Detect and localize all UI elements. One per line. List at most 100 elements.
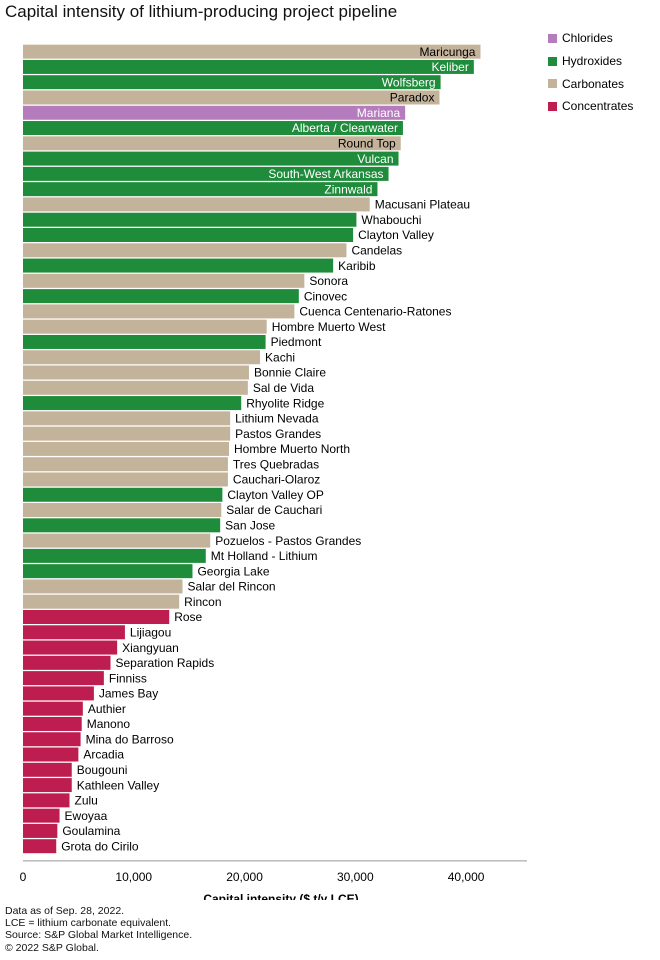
- footnote-source: Source: S&P Global Market Intelligence.: [5, 929, 193, 942]
- bar-authier: [23, 701, 83, 716]
- bar-label-salar-de-cauchari: Salar de Cauchari: [226, 503, 322, 517]
- bar-pozuelos-pastos-grandes: [23, 533, 211, 548]
- footnote-date: Data as of Sep. 28, 2022.: [5, 905, 125, 917]
- bar-clayton-valley-op: [23, 487, 223, 502]
- bar-kathleen-valley: [23, 778, 72, 793]
- bar-bonnie-claire: [23, 365, 249, 380]
- bar-label-keliber: Keliber: [431, 60, 468, 74]
- bar-sal-de-vida: [23, 380, 248, 395]
- bar-label-clayton-valley-op: Clayton Valley OP: [227, 488, 324, 502]
- bar-james-bay: [23, 686, 94, 701]
- bar-label-xiangyuan: Xiangyuan: [122, 641, 179, 655]
- legend-swatch-hydroxides: [548, 56, 557, 66]
- legend-item-carbonates: Carbonates: [548, 72, 633, 95]
- footnote-lce: LCE = lithium carbonate equivalent.: [5, 917, 172, 930]
- bar-salar-de-cauchari: [23, 503, 222, 518]
- bar-georgia-lake: [23, 564, 193, 579]
- bar-label-zulu: Zulu: [75, 794, 98, 808]
- bar-label-mariana: Mariana: [357, 106, 401, 120]
- bar-label-south-west-arkansas: South-West Arkansas: [268, 167, 383, 181]
- bar-round-top: [23, 136, 401, 151]
- bar-label-separation-rapids: Separation Rapids: [116, 656, 215, 670]
- bar-label-pastos-grandes: Pastos Grandes: [235, 427, 321, 441]
- bar-pastos-grandes: [23, 426, 231, 441]
- bar-label-salar-del-rincon: Salar del Rincon: [188, 580, 276, 594]
- bar-label-georgia-lake: Georgia Lake: [197, 564, 269, 578]
- bar-sonora: [23, 273, 305, 288]
- bar-cuenca-centenario-ratones: [23, 304, 295, 319]
- bar-label-cauchari-olaroz: Cauchari-Olaroz: [233, 473, 320, 487]
- bar-rhyolite-ridge: [23, 396, 242, 411]
- bar-label-maricunga: Maricunga: [419, 45, 475, 59]
- legend-label-hydroxides: Hydroxides: [562, 54, 623, 69]
- bar-label-piedmont: Piedmont: [271, 335, 322, 349]
- bar-lijiagou: [23, 625, 125, 640]
- bar-mariana: [23, 105, 406, 120]
- bar-label-kachi: Kachi: [265, 350, 295, 364]
- legend-item-chlorides: Chlorides: [548, 27, 633, 50]
- bar-label-finniss: Finniss: [109, 671, 147, 685]
- bar-manono: [23, 716, 82, 731]
- legend-label-concentrates: Concentrates: [562, 99, 634, 114]
- bar-zinnwald: [23, 182, 378, 197]
- chart-title: Capital intensity of lithium-producing p…: [5, 2, 398, 21]
- bar-label-kathleen-valley: Kathleen Valley: [77, 778, 159, 792]
- bar-label-rose: Rose: [174, 610, 202, 624]
- bar-label-authier: Authier: [88, 702, 126, 716]
- bar-label-bougouni: Bougouni: [77, 763, 128, 777]
- bar-label-whabouchi: Whabouchi: [361, 213, 421, 227]
- bar-lithium-nevada: [23, 411, 231, 426]
- bar-kachi: [23, 350, 261, 365]
- x-tick-label-3: 30,000: [337, 870, 374, 884]
- bar-label-macusani-plateau: Macusani Plateau: [375, 198, 470, 212]
- bar-clayton-valley: [23, 228, 354, 242]
- bar-label-sal-de-vida: Sal de Vida: [253, 381, 314, 395]
- bar-xiangyuan: [23, 640, 118, 655]
- bar-zulu: [23, 793, 70, 808]
- bar-cauchari-olaroz: [23, 472, 228, 487]
- bar-label-bonnie-claire: Bonnie Claire: [254, 366, 326, 380]
- legend-item-concentrates: Concentrates: [548, 95, 633, 118]
- bar-bougouni: [23, 762, 72, 777]
- bar-label-mina-do-barroso: Mina do Barroso: [86, 732, 174, 746]
- bar-label-cinovec: Cinovec: [304, 289, 347, 303]
- bar-label-tres-quebradas: Tres Quebradas: [233, 457, 319, 471]
- bar-arcadia: [23, 747, 79, 762]
- bar-karibib: [23, 258, 334, 273]
- bar-san-jose: [23, 518, 221, 533]
- bar-label-paradox: Paradox: [390, 91, 435, 105]
- footnote-copyright: © 2022 S&P Global.: [5, 941, 99, 954]
- bar-hombre-muerto-west: [23, 319, 267, 334]
- bar-label-rincon: Rincon: [184, 595, 221, 609]
- x-tick-label-0: 0: [20, 870, 27, 884]
- bar-candelas: [23, 243, 347, 258]
- bar-finniss: [23, 671, 104, 686]
- bar-label-sonora: Sonora: [309, 274, 348, 288]
- bar-salar-del-rincon: [23, 579, 183, 594]
- bar-label-lithium-nevada: Lithium Nevada: [235, 412, 319, 426]
- legend-label-chlorides: Chlorides: [562, 31, 613, 46]
- x-axis-title: Capital intensity ($ t/y LCE): [203, 892, 358, 900]
- bar-label-karibib: Karibib: [338, 259, 376, 273]
- bar-rose: [23, 610, 170, 624]
- bar-label-hombre-muerto-north: Hombre Muerto North: [234, 442, 350, 456]
- bar-label-vulcan: Vulcan: [357, 152, 393, 166]
- bar-label-clayton-valley: Clayton Valley: [358, 228, 434, 242]
- x-tick-label-4: 40,000: [448, 870, 485, 884]
- bar-label-lijiagou: Lijiagou: [130, 625, 171, 639]
- bar-rincon: [23, 594, 180, 609]
- bar-label-wolfsberg: Wolfsberg: [382, 75, 436, 89]
- bar-keliber: [23, 59, 474, 74]
- bar-label-ewoyaa: Ewoyaa: [65, 809, 108, 823]
- bar-mt-holland-lithium: [23, 548, 206, 563]
- bar-macusani-plateau: [23, 197, 370, 212]
- bar-label-mt-holland-lithium: Mt Holland - Lithium: [211, 549, 318, 563]
- bar-label-manono: Manono: [87, 717, 131, 731]
- bar-goulamina: [23, 823, 58, 838]
- bar-maricunga: [23, 44, 481, 59]
- legend-item-hydroxides: Hydroxides: [548, 50, 633, 73]
- x-tick-label-1: 10,000: [115, 870, 152, 884]
- bar-label-james-bay: James Bay: [99, 687, 158, 701]
- bar-label-pozuelos-pastos-grandes: Pozuelos - Pastos Grandes: [215, 534, 361, 548]
